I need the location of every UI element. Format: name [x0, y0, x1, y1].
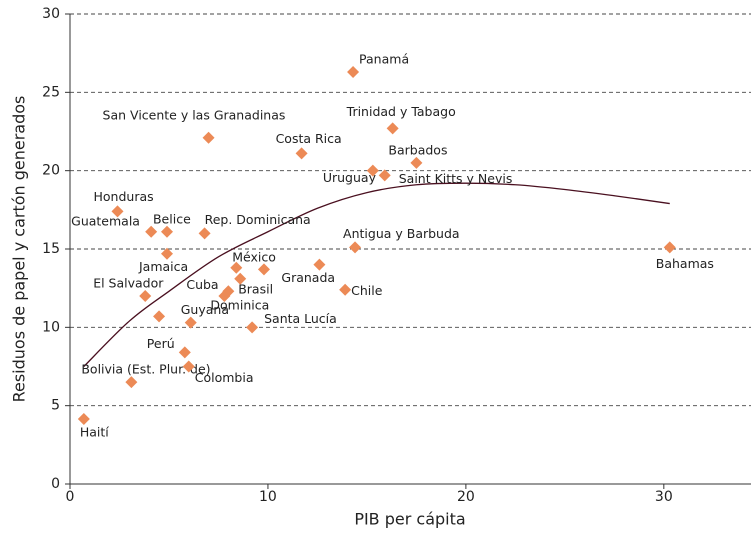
point-label: Rep. Dominicana [205, 212, 311, 227]
point-label: Antigua y Barbuda [343, 226, 460, 241]
point [347, 65, 360, 78]
point [111, 205, 124, 218]
point [313, 258, 326, 271]
point [410, 156, 423, 169]
point [378, 169, 391, 182]
point [184, 316, 197, 329]
point [246, 321, 259, 334]
point-label: Guyana [181, 302, 229, 317]
point [125, 376, 138, 389]
point-label: Belice [153, 211, 191, 226]
point [182, 360, 195, 373]
point [77, 412, 90, 425]
point-label: Perú [147, 336, 175, 351]
point-label: El Salvador [93, 276, 164, 291]
point-label: Bolivia (Est. Plur. de) [81, 362, 210, 377]
y-tick-label: 25 [42, 84, 60, 100]
point [386, 122, 399, 135]
point-label: Panamá [359, 51, 409, 66]
y-axis-title: Residuos de papel y cartón generados [10, 96, 29, 403]
point-label: Jamaica [138, 259, 188, 274]
point-label: Brasil [238, 281, 273, 296]
point [202, 131, 215, 144]
point-label: México [232, 249, 276, 264]
x-tick-label: 0 [66, 489, 75, 505]
point [257, 263, 270, 276]
point-label: Cuba [186, 277, 218, 292]
point-label: Honduras [94, 189, 154, 204]
point [339, 283, 352, 296]
point [234, 272, 247, 285]
point [218, 290, 231, 302]
point [198, 227, 211, 240]
point-label: Granada [281, 270, 335, 285]
point [139, 290, 152, 302]
point-label: San Vicente y las Granadinas [103, 107, 286, 122]
point-label: Barbados [388, 142, 447, 157]
point-label: Costa Rica [276, 131, 342, 146]
point [349, 241, 362, 254]
y-tick-label: 5 [51, 398, 60, 414]
point [663, 241, 676, 254]
point-label: Dominica [210, 298, 269, 313]
point-label: Uruguay [323, 170, 377, 185]
y-tick-label: 0 [51, 476, 60, 492]
point-label: Chile [351, 283, 383, 298]
y-tick-label: 15 [42, 241, 60, 257]
point-label: Trinidad y Tabago [346, 104, 456, 119]
trend-line [83, 182, 670, 367]
point [230, 261, 243, 274]
y-tick-label: 10 [42, 319, 60, 335]
point [366, 164, 379, 177]
point-label: Guatemala [71, 213, 140, 228]
point [295, 147, 308, 160]
point [178, 346, 191, 359]
point [153, 310, 166, 323]
point-label: Haití [80, 424, 109, 439]
y-tick-label: 30 [42, 6, 60, 22]
y-tick-label: 20 [42, 163, 60, 179]
point [145, 225, 158, 238]
x-tick-label: 10 [259, 489, 277, 505]
x-tick-label: 30 [655, 489, 673, 505]
point-label: Colombia [195, 370, 254, 385]
point-label: Bahamas [656, 256, 714, 271]
point [160, 247, 173, 260]
point-label: Saint Kitts y Nevis [399, 171, 513, 186]
point-label: Santa Lucía [264, 311, 337, 326]
x-axis-title: PIB per cápita [354, 510, 465, 529]
x-tick-label: 20 [457, 489, 475, 505]
point [160, 225, 173, 238]
